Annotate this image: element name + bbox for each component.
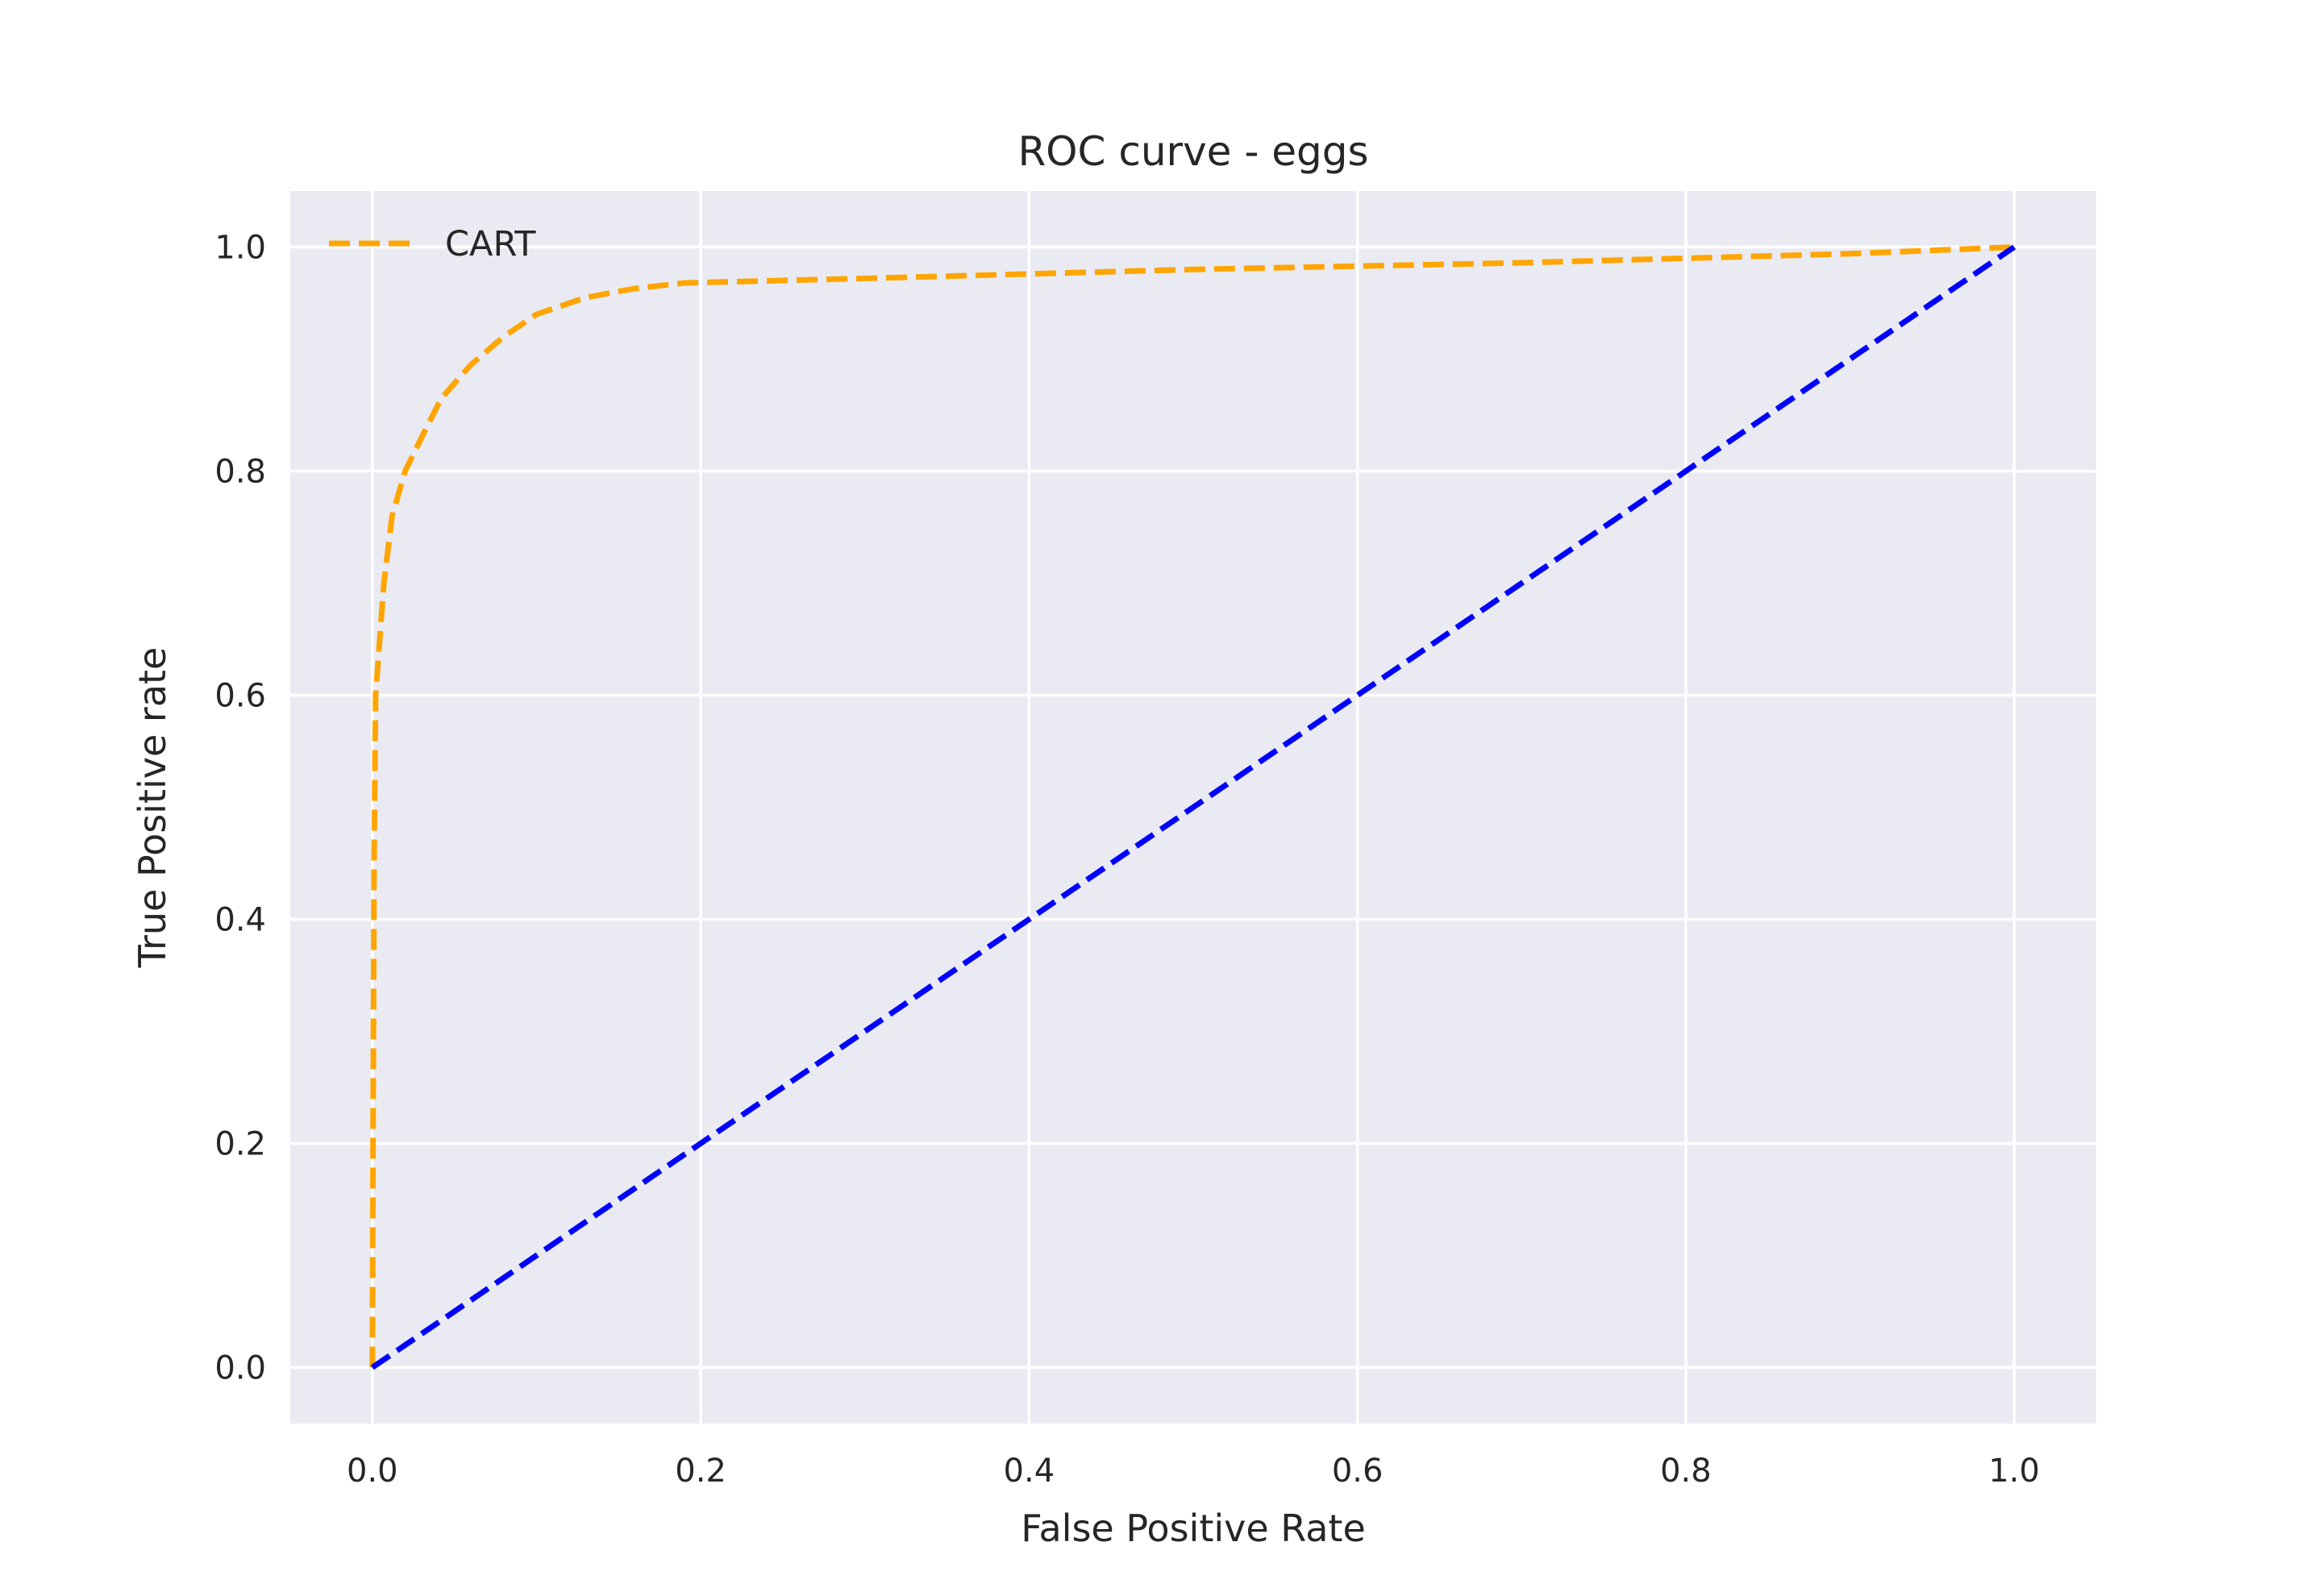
- legend-label-cart: CART: [445, 224, 536, 264]
- series-line-diagonal: [370, 244, 2016, 1370]
- x-tick-label: 1.0: [1988, 1453, 2040, 1490]
- y-tick-label: 0.4: [214, 902, 266, 939]
- x-tick-label: 0.2: [675, 1453, 726, 1490]
- y-tick-label: 0.2: [214, 1126, 266, 1163]
- x-tick-label: 0.8: [1660, 1453, 1712, 1490]
- y-tick-label: 0.0: [214, 1350, 266, 1387]
- x-tick-label: 0.0: [347, 1453, 398, 1490]
- legend: CART: [329, 224, 536, 264]
- chart-title: ROC curve - eggs: [1017, 128, 1368, 175]
- y-tick-label: 1.0: [214, 230, 266, 267]
- y-tick-label: 0.6: [214, 678, 266, 715]
- y-axis-label: True Positive rate: [131, 647, 174, 969]
- x-tick-label: 0.6: [1332, 1453, 1384, 1490]
- y-tick-label: 0.8: [214, 454, 266, 491]
- x-tick-labels: 0.0 0.2 0.4 0.6 0.8 1.0: [347, 1453, 2040, 1490]
- series-lines: [369, 244, 2016, 1370]
- y-tick-labels: 0.0 0.2 0.4 0.6 0.8 1.0: [214, 230, 266, 1387]
- x-tick-label: 0.4: [1004, 1453, 1055, 1490]
- grid-lines: [290, 191, 2096, 1424]
- x-axis-label: False Positive Rate: [1021, 1507, 1366, 1550]
- series-line-cart: [369, 244, 2015, 1368]
